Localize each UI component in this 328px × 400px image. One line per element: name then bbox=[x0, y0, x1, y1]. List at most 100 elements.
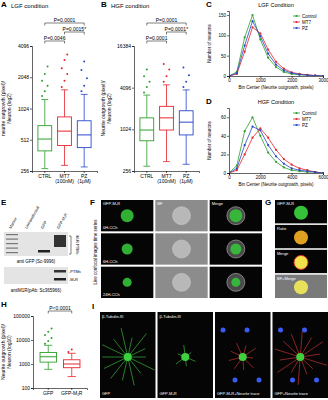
tick-label: 2000 bbox=[287, 78, 298, 83]
whisker bbox=[146, 141, 147, 166]
tick-mark bbox=[227, 136, 229, 137]
micrograph bbox=[155, 267, 207, 298]
box-chart: LGF condition256512102420484096CTRLMT7(1… bbox=[0, 3, 98, 184]
outlier bbox=[61, 67, 63, 69]
legend-label: Control bbox=[302, 111, 317, 116]
blot-band bbox=[54, 278, 66, 281]
y-axis: 2561024409616384 bbox=[117, 43, 134, 174]
tick-mark bbox=[132, 46, 134, 47]
marker bbox=[291, 73, 293, 75]
tick: CTRL bbox=[140, 171, 153, 179]
tick: 4000 bbox=[287, 173, 298, 180]
outlier bbox=[188, 74, 190, 76]
outlier bbox=[80, 69, 82, 71]
box-chart: 100100010000100000GFPGFP-M₁RNeurite outg… bbox=[0, 305, 88, 396]
outlier bbox=[83, 85, 85, 87]
tick-mark bbox=[227, 173, 229, 174]
title-line: Neuron (log10) bbox=[6, 335, 12, 369]
cell bbox=[173, 207, 191, 225]
outlier bbox=[86, 77, 88, 79]
blot-image bbox=[4, 267, 68, 284]
tick-mark bbox=[227, 76, 229, 77]
whisker-cap bbox=[183, 89, 190, 90]
outlier bbox=[163, 81, 165, 83]
figure: LGF condition256512102420484096CTRLMT7(1… bbox=[0, 0, 328, 400]
tick: 20 bbox=[221, 152, 229, 157]
legend-marker bbox=[295, 112, 297, 114]
micrograph bbox=[275, 200, 327, 223]
marker bbox=[314, 74, 316, 76]
whisker bbox=[186, 90, 187, 111]
tick: 100000 bbox=[13, 313, 33, 319]
tick-label: 0 bbox=[228, 175, 231, 180]
marker bbox=[251, 116, 253, 118]
whisker bbox=[186, 135, 187, 164]
image-label: BF+Merge bbox=[277, 276, 297, 281]
tick: 3000 bbox=[318, 76, 328, 83]
marker bbox=[314, 171, 316, 173]
outlier bbox=[44, 334, 46, 336]
marker bbox=[314, 74, 316, 76]
image-label: 6H-CCh bbox=[103, 259, 117, 264]
tick: 10000 bbox=[16, 337, 33, 343]
label-line: (100nM) bbox=[157, 178, 176, 184]
soma bbox=[239, 353, 247, 361]
tick: 256 bbox=[123, 168, 134, 174]
marker bbox=[259, 135, 261, 137]
marker bbox=[314, 171, 316, 173]
plot-marks bbox=[229, 116, 324, 173]
tick: MT7(100nM) bbox=[55, 171, 74, 184]
outlier bbox=[47, 331, 49, 333]
micrograph bbox=[155, 200, 207, 231]
median bbox=[160, 117, 174, 118]
blot-band bbox=[6, 252, 18, 253]
annotation: P=0.0001 bbox=[146, 35, 168, 41]
whisker-cap bbox=[183, 164, 190, 165]
cell-fluorescence bbox=[230, 244, 241, 255]
nucleus bbox=[245, 328, 250, 333]
micrograph bbox=[155, 233, 207, 264]
axis-line bbox=[31, 317, 34, 389]
significance-bracket bbox=[65, 32, 85, 35]
tick-label: 100 bbox=[22, 385, 31, 391]
outlier bbox=[66, 53, 68, 55]
marker bbox=[251, 125, 253, 127]
tick: 0 bbox=[223, 74, 229, 79]
image-label: 0H-CCh bbox=[103, 225, 117, 230]
tick-label: 16384 bbox=[117, 43, 131, 49]
whisker-cap bbox=[143, 166, 150, 167]
tick: 0 bbox=[223, 171, 229, 176]
neurite bbox=[128, 334, 147, 357]
outlier bbox=[71, 349, 73, 351]
tick: 6000 bbox=[318, 173, 328, 180]
marker bbox=[244, 51, 246, 53]
tick: 0 bbox=[228, 173, 231, 180]
marker bbox=[322, 75, 324, 76]
tick: 256 bbox=[21, 168, 32, 174]
image-label: Ratio bbox=[277, 226, 287, 231]
image-label: 24H-CCh bbox=[103, 292, 120, 297]
label-line: CTRL bbox=[38, 173, 51, 179]
plot-marks bbox=[229, 14, 324, 76]
tick-mark bbox=[30, 46, 32, 47]
x-axis: CTRLMT7(100nM)PZ(1μM) bbox=[135, 171, 200, 184]
marker bbox=[306, 74, 308, 76]
chart-title: LGF condition bbox=[11, 3, 48, 9]
tick-mark bbox=[31, 388, 33, 389]
tick-label: PZ(1μM) bbox=[78, 173, 91, 185]
whisker bbox=[64, 90, 65, 117]
legend-label: MT7 bbox=[302, 117, 311, 122]
tick: 100 bbox=[22, 385, 33, 391]
soma bbox=[296, 353, 304, 361]
chart-title: HGF condition bbox=[111, 3, 149, 9]
annotation: P=0.0001 bbox=[156, 17, 178, 23]
lane-label: Marker bbox=[8, 216, 19, 230]
timeseries-panel: Live confocal images time seriesGFP-M₁R0… bbox=[93, 200, 262, 298]
nucleus bbox=[302, 328, 307, 333]
micrograph bbox=[101, 200, 153, 231]
box bbox=[38, 126, 52, 151]
tick-label: 256 bbox=[21, 168, 30, 174]
tick-mark bbox=[227, 35, 229, 36]
marker bbox=[291, 72, 293, 74]
panel-label: H bbox=[1, 300, 7, 309]
